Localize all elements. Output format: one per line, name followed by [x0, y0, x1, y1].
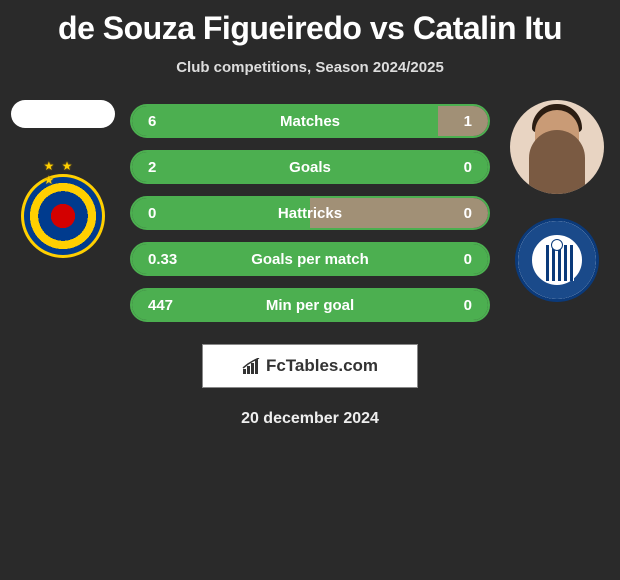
stat-label: Goals per match — [188, 251, 432, 268]
stat-value-left: 2 — [132, 159, 188, 176]
stat-label: Goals — [188, 159, 432, 176]
date-label: 20 december 2024 — [8, 410, 612, 428]
stat-label: Matches — [188, 113, 432, 130]
page-subtitle: Club competitions, Season 2024/2025 — [8, 59, 612, 76]
stat-value-left: 447 — [132, 297, 188, 314]
stat-label: Hattricks — [188, 205, 432, 222]
stats-column: 6Matches12Goals00Hattricks00.33Goals per… — [130, 100, 490, 322]
stat-value-right: 0 — [432, 159, 488, 176]
club-badge-left: ★ ★ ★ — [21, 174, 105, 258]
chart-icon — [242, 358, 262, 374]
stat-row: 6Matches1 — [130, 104, 490, 138]
club-badge-right — [515, 218, 599, 302]
stat-value-right: 0 — [432, 251, 488, 268]
stat-value-left: 0 — [132, 205, 188, 222]
page-title: de Souza Figueiredo vs Catalin Itu — [8, 10, 612, 47]
star-icon: ★ ★ ★ — [44, 159, 83, 187]
stat-row: 0Hattricks0 — [130, 196, 490, 230]
stat-row: 0.33Goals per match0 — [130, 242, 490, 276]
source-logo: FcTables.com — [202, 344, 418, 388]
player-right-avatar — [510, 100, 604, 194]
source-logo-text: FcTables.com — [266, 356, 378, 376]
stat-label: Min per goal — [188, 297, 432, 314]
stat-row: 2Goals0 — [130, 150, 490, 184]
player-left-column: ★ ★ ★ — [8, 100, 118, 258]
stat-value-right: 0 — [432, 205, 488, 222]
player-left-avatar — [11, 100, 115, 128]
comparison-card: de Souza Figueiredo vs Catalin Itu Club … — [0, 0, 620, 438]
stat-value-right: 0 — [432, 297, 488, 314]
stat-value-left: 0.33 — [132, 251, 188, 268]
stat-value-left: 6 — [132, 113, 188, 130]
stat-row: 447Min per goal0 — [130, 288, 490, 322]
player-right-column — [502, 100, 612, 302]
stat-value-right: 1 — [432, 113, 488, 130]
content-row: ★ ★ ★ 6Matches12Goals00Hattricks00.33Goa… — [8, 100, 612, 322]
